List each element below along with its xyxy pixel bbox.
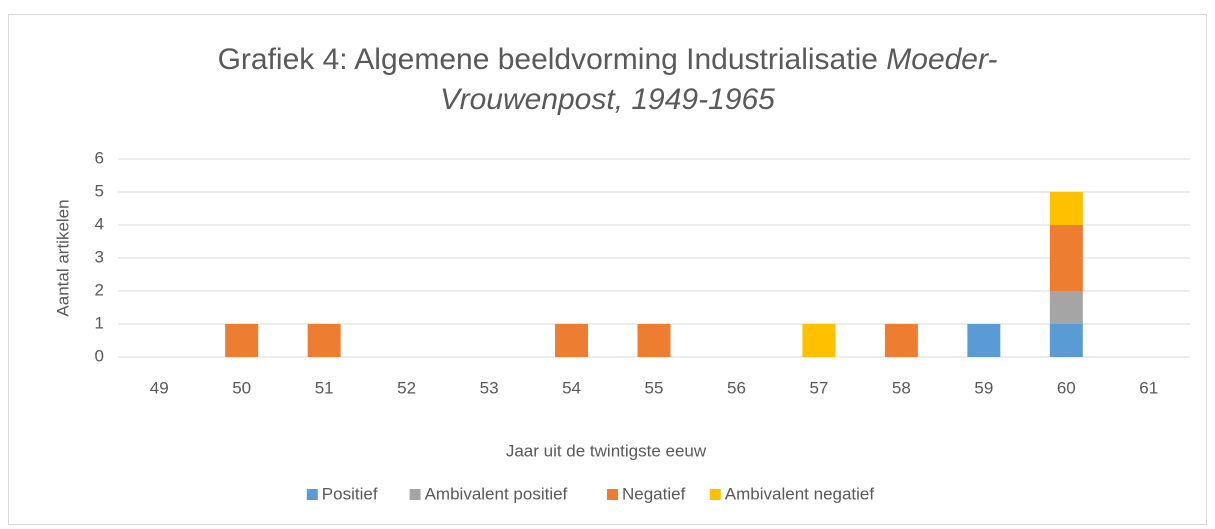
x-tick-label: 58 [892,378,911,397]
x-axis-label: Jaar uit de twintigste eeuw [506,441,707,460]
title-text: Grafiek 4: Algemene beeldvorming Industr… [217,43,878,76]
y-tick-label: 5 [95,181,104,200]
x-tick-label: 51 [315,378,334,397]
y-axis-label: Aantal artikelen [53,199,72,316]
x-tick-label: 54 [562,378,581,397]
chart-border [8,14,1207,525]
bar-segment [1049,324,1083,357]
title-italic: Moeder-Vrouwenpost, 1949-1965 [440,43,998,116]
x-tick-label: 57 [809,378,828,397]
y-tick-label: 3 [95,247,104,266]
y-tick-label: 6 [95,148,104,167]
bar-segment [884,324,918,357]
legend-swatch [709,489,721,500]
x-tick-label: 49 [150,378,169,397]
bar-segment [967,324,1001,357]
bar-segment [307,324,341,357]
legend-label: Ambivalent positief [425,484,568,503]
legend-swatch [607,489,618,500]
y-tick-label: 1 [95,313,104,332]
bar-segment [225,324,259,357]
x-tick-label: 55 [645,378,664,397]
legend-swatch [409,489,421,500]
x-tick-label: 61 [1139,378,1158,397]
bar-segment [555,324,589,357]
y-tick-label: 4 [95,214,104,233]
x-tick-label: 53 [480,378,499,397]
x-tick-label: 56 [727,378,746,397]
x-tick-label: 60 [1057,378,1076,397]
chart-title: Grafiek 4: Algemene beeldvorming Industr… [150,40,1065,120]
bar-segment [1049,291,1083,324]
x-tick-label: 50 [232,378,251,397]
y-tick-label: 2 [95,280,104,299]
legend-label: Positief [322,484,378,503]
x-tick-label: 52 [397,378,416,397]
legend-swatch [306,489,318,500]
bar-segment [1049,192,1083,225]
bar-segment [802,324,836,357]
bar-segment [637,324,671,357]
y-tick-label: 0 [95,346,104,365]
x-tick-label: 59 [974,378,993,397]
legend-label: Negatief [622,484,686,503]
bar-segment [1049,225,1083,291]
legend-label: Ambivalent negatief [725,484,875,503]
